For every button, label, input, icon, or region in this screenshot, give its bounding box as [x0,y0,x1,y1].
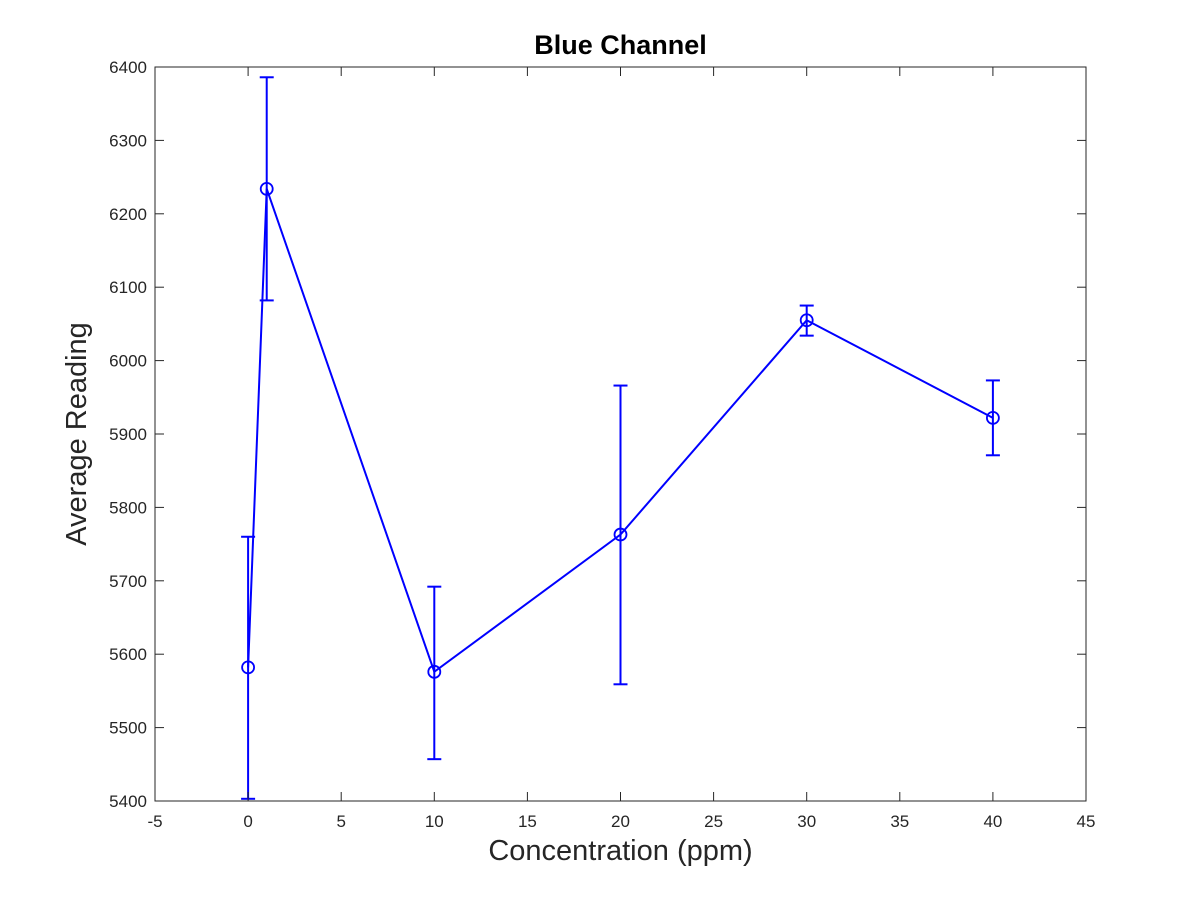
x-tick-label: -5 [147,812,162,831]
x-tick-label: 10 [425,812,444,831]
x-tick-label: 45 [1077,812,1096,831]
x-axis-label: Concentration (ppm) [488,835,752,867]
y-tick-label: 5700 [109,572,147,591]
x-tick-label: 40 [983,812,1002,831]
data-point [986,410,1000,425]
x-axis: -5 0 5 10 15 20 25 30 35 40 45 [147,67,1095,831]
data-point [799,313,814,328]
chart-title: Blue Channel [534,30,707,60]
data-point [613,527,628,542]
y-tick-label: 5800 [109,498,147,517]
x-tick-label: 0 [243,812,252,831]
plot-area [241,76,1000,800]
x-tick-label: 15 [518,812,537,831]
x-tick-label: 25 [704,812,723,831]
data-point [259,181,274,196]
y-axis-label: Average Reading [61,322,93,546]
y-tick-label: 6000 [109,352,147,371]
y-tick-label: 6100 [109,278,147,297]
x-tick-label: 30 [797,812,816,831]
data-point [241,660,256,675]
x-tick-label: 20 [611,812,630,831]
y-axis: 5400 5500 5600 5700 5800 5900 6000 6100 6200 6300… [109,58,1086,811]
y-tick-label: 5400 [109,792,147,811]
y-tick-label: 5500 [109,719,147,738]
y-tick-label: 5600 [109,645,147,664]
data-point [427,664,442,679]
x-tick-label: 35 [890,812,909,831]
x-tick-label: 5 [336,812,345,831]
y-tick-label: 6200 [109,205,147,224]
series-line [247,188,994,674]
y-tick-label: 5900 [109,425,147,444]
y-tick-label: 6300 [109,131,147,150]
y-tick-label: 6400 [109,58,147,77]
